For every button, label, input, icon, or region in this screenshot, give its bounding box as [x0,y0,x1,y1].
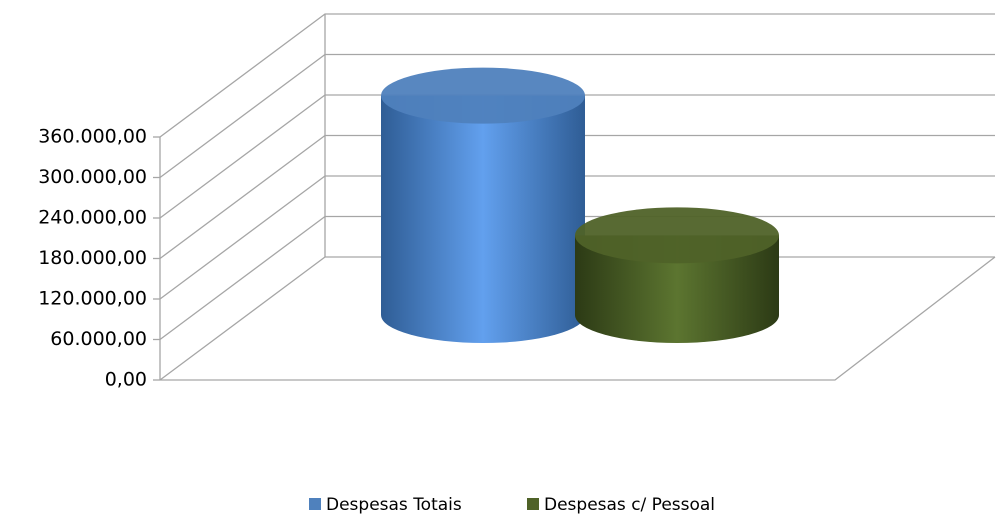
legend-swatch [527,498,539,510]
y-tick-label: 240.000,00 [38,207,147,229]
y-tick-label: 360.000,00 [38,126,147,148]
legend-swatch [309,498,321,510]
y-tick-label: 60.000,00 [50,328,147,350]
cylinder [575,235,779,343]
y-tick-label: 300.000,00 [38,166,147,188]
cylinder [381,95,585,343]
y-tick-label: 0,00 [105,369,147,391]
legend-label: Despesas Totais [326,495,462,515]
y-tick-label: 180.000,00 [38,247,147,269]
cylinder-top [575,207,779,264]
y-tick-label: 120.000,00 [38,288,147,310]
legend-label: Despesas c/ Pessoal [544,495,715,515]
floor-edge [160,256,996,381]
cylinder-top [381,67,585,124]
